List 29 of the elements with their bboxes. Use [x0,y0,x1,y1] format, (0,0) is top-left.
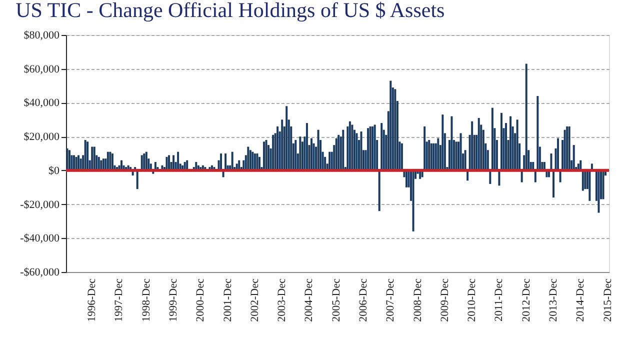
x-tick-label: 1997-Dec [113,278,126,322]
x-tick-label: 2001-Dec [222,278,234,322]
x-tick-label: 2004-Dec [303,278,316,322]
x-tick-label: 2008-Dec [412,278,424,322]
y-tick-label: $0 [48,164,60,177]
x-tick-label: 1999-Dec [168,278,180,322]
x-tick-label: 2000-Dec [194,278,207,322]
y-tick-label: -$40,000 [20,232,60,245]
x-tick-label: 2015-Dec [602,278,614,322]
x-tick-label: 2007-Dec [384,278,397,322]
x-tick-label: 2003-Dec [276,278,288,322]
x-tick-label: 2014-Dec [574,278,587,322]
y-tick-label: $40,000 [24,97,60,110]
x-tick-label: 2013-Dec [547,278,560,322]
y-tick-label: -$20,000 [20,198,60,211]
chart-title: US TIC - Change Official Holdings of US $ Assets [16,0,445,22]
x-tick-label: 2005-Dec [330,278,342,322]
x-tick-label: 2011-Dec [493,278,506,322]
x-tick-label: 1998-Dec [140,278,152,322]
y-tick-label: $80,000 [24,30,60,42]
x-tick-label: 2002-Dec [248,278,261,322]
x-tick-label: 1996-Dec [86,278,98,322]
x-tick-label: 2010-Dec [466,278,478,322]
y-tick-label: $60,000 [24,63,60,76]
x-tick-label: 2009-Dec [438,278,451,322]
x-tick-label: 2012-Dec [520,278,532,322]
x-tick-label: 2006-Dec [358,278,370,322]
y-tick-label: $20,000 [24,131,60,144]
y-tick-label: -$60,000 [20,266,60,278]
